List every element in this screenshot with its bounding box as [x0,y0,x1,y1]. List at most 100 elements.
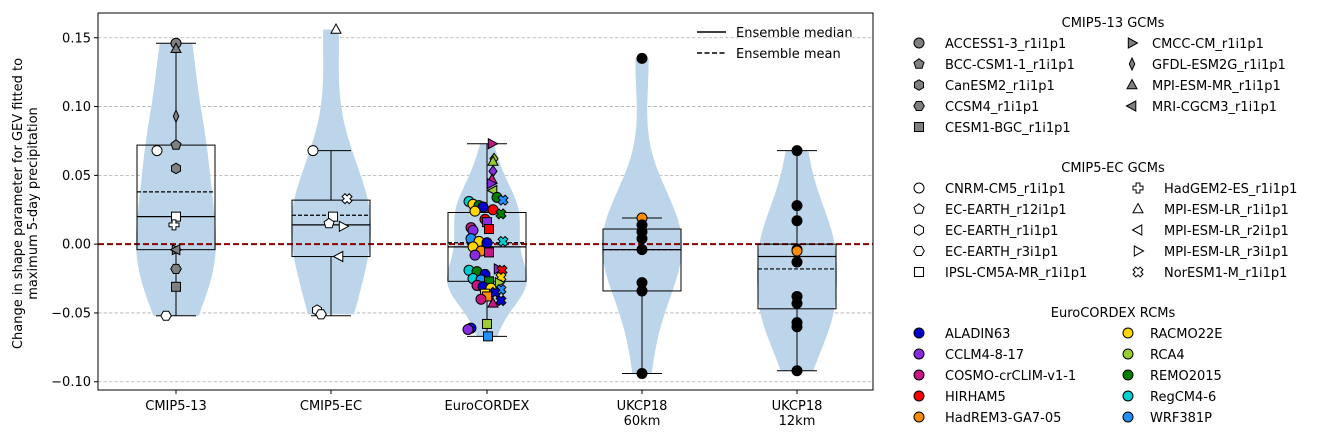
point-cmip5-ec-shape [341,193,353,205]
legend-marker [1122,390,1134,402]
y-tick-label: −0.10 [51,375,91,390]
point-cmip5-13 [170,42,182,53]
point-cmip5-13 [172,108,180,124]
point-ukcp18 [791,256,803,268]
point-eurocordex [483,331,493,342]
x-tick-label-line: 12km [779,414,816,429]
legend-marker [1126,78,1138,90]
point-cmip5-ec [338,220,350,233]
legend-marker [913,58,925,69]
legend-marker [914,267,924,277]
y-axis-label: Change in shape parameter for GEV fitted… [11,58,41,349]
legend-marker [1128,56,1136,72]
point-ukcp18 [636,244,648,256]
x-tick-label: UKCP18 12km [772,399,823,429]
y-tick-label: 0.15 [62,31,91,46]
legend-ensemble: Ensemble median Ensemble mean [697,26,853,62]
legend-marker [1122,348,1134,360]
legend-marker [913,182,925,194]
y-tick-label: 0.10 [62,100,91,115]
point-cmip5-13 [168,219,180,231]
point-eurocordex [482,318,492,329]
point-cmip5-ec [315,309,327,320]
legend-item-label: ACCESS1-3_r1i1p1 [945,37,1066,52]
y-tick-label: 0.05 [62,169,91,184]
point-ukcp18 [791,200,803,212]
legend-item-label: WRF381P [1150,411,1212,426]
legend-marker [1122,411,1134,423]
legend-marker [1133,245,1145,257]
point-cmip5-13 [170,263,182,274]
legend-line-label: Ensemble median [736,26,853,41]
point-eurocordex-shape [495,208,507,220]
point-cmip5-13 [169,243,181,256]
point-cmip5-ec [341,193,353,205]
point-eurocordex [484,247,494,258]
y-tick-label: −0.05 [51,306,91,321]
box [291,199,371,258]
legend-item-label: MPI-ESM-LR_r3i1p1 [1164,245,1289,260]
legend-marker [913,390,925,402]
point-eurocordex [495,208,507,220]
legend-marker [913,203,925,214]
legend-marker [1122,327,1134,339]
x-tick-label-line: UKCP18 [617,399,668,414]
legend-item-label: MPI-ESM-LR_r1i1p1 [1164,203,1289,218]
legend-marker [914,224,924,236]
point-ukcp18 [636,285,648,297]
x-tick-label-line: CMIP5-EC [300,399,362,414]
point-eurocordex-shape [497,194,509,206]
legend-item-label: GFDL-ESM2G_r1i1p1 [1152,58,1286,73]
legend-marker-shape [1132,266,1144,278]
point-ukcp18 [791,321,803,333]
legend-item-label: RegCM4-6 [1150,390,1216,405]
box [757,243,837,310]
legend-item-label: EC-EARTH_r3i1p1 [945,245,1058,260]
point-eurocordex [484,224,494,235]
x-axis: CMIP5-13 CMIP5-EC EuroCORDEX UKCP18 60kmUKCP… [145,390,822,429]
legend-marker [1127,37,1139,49]
point-cmip5-13 [171,281,181,292]
legend-item-label: HIRHAM5 [945,390,1006,405]
legend-marker [913,246,925,256]
point-eurocordex [469,205,481,217]
y-axis-label-line: maximum 5-day precipitation [26,107,41,300]
legend-item-label: HadREM3-GA7-05 [945,411,1061,426]
legend-item-label: MPI-ESM-MR_r1i1p1 [1152,79,1281,94]
y-axis-label-line: Change in shape parameter for GEV fitted… [11,58,26,349]
legend-item-label: CCSM4_r1i1p1 [945,100,1039,115]
point-ukcp18 [791,297,803,309]
legend-item-label: EC-EARTH_r1i1p1 [945,224,1058,239]
legend-item-label: CCLM4-8-17 [945,348,1024,363]
point-eurocordex [486,177,498,190]
legend-marker [913,101,925,111]
x-tick-label-line: CMIP5-13 [145,399,206,414]
legend-group-title: CMIP5-13 GCMs [1062,16,1165,31]
x-tick-label-line: UKCP18 [772,399,823,414]
legend-item-label: HadGEM2-ES_r1i1p1 [1164,182,1297,197]
point-eurocordex [497,235,509,248]
point-eurocordex [462,323,474,335]
y-axis: −0.10 −0.05 0.00 0.05 0.10 0.15 [51,31,98,390]
legend-item-label: CNRM-CM5_r1i1p1 [945,182,1066,197]
legend-marker [914,122,924,132]
point-ukcp18 [636,52,648,64]
violins [136,29,837,374]
legend-marker [913,37,925,49]
legend-item-label: CanESM2_r1i1p1 [945,79,1055,94]
legend-item-label: REMO2015 [1150,369,1222,384]
legend-group-title: CMIP5-EC GCMs [1061,161,1165,176]
point-ukcp18 [636,367,648,379]
legend-item-label: COSMO-crCLIM-v1-1 [945,369,1076,384]
legend-item-label: IPSL-CM5A-MR_r1i1p1 [945,266,1087,281]
point-ukcp18 [791,145,803,157]
legend-item-label: RACMO22E [1150,327,1222,342]
point-cmip5-ec [307,145,319,157]
legend-marker [1122,369,1134,381]
legend-marker [913,369,925,381]
legend-item-label: EC-EARTH_r12i1p1 [945,203,1067,218]
x-tick-label: CMIP5-EC [300,399,362,414]
point-cmip5-ec [330,22,342,34]
legend-line-label: Ensemble mean [736,47,841,62]
